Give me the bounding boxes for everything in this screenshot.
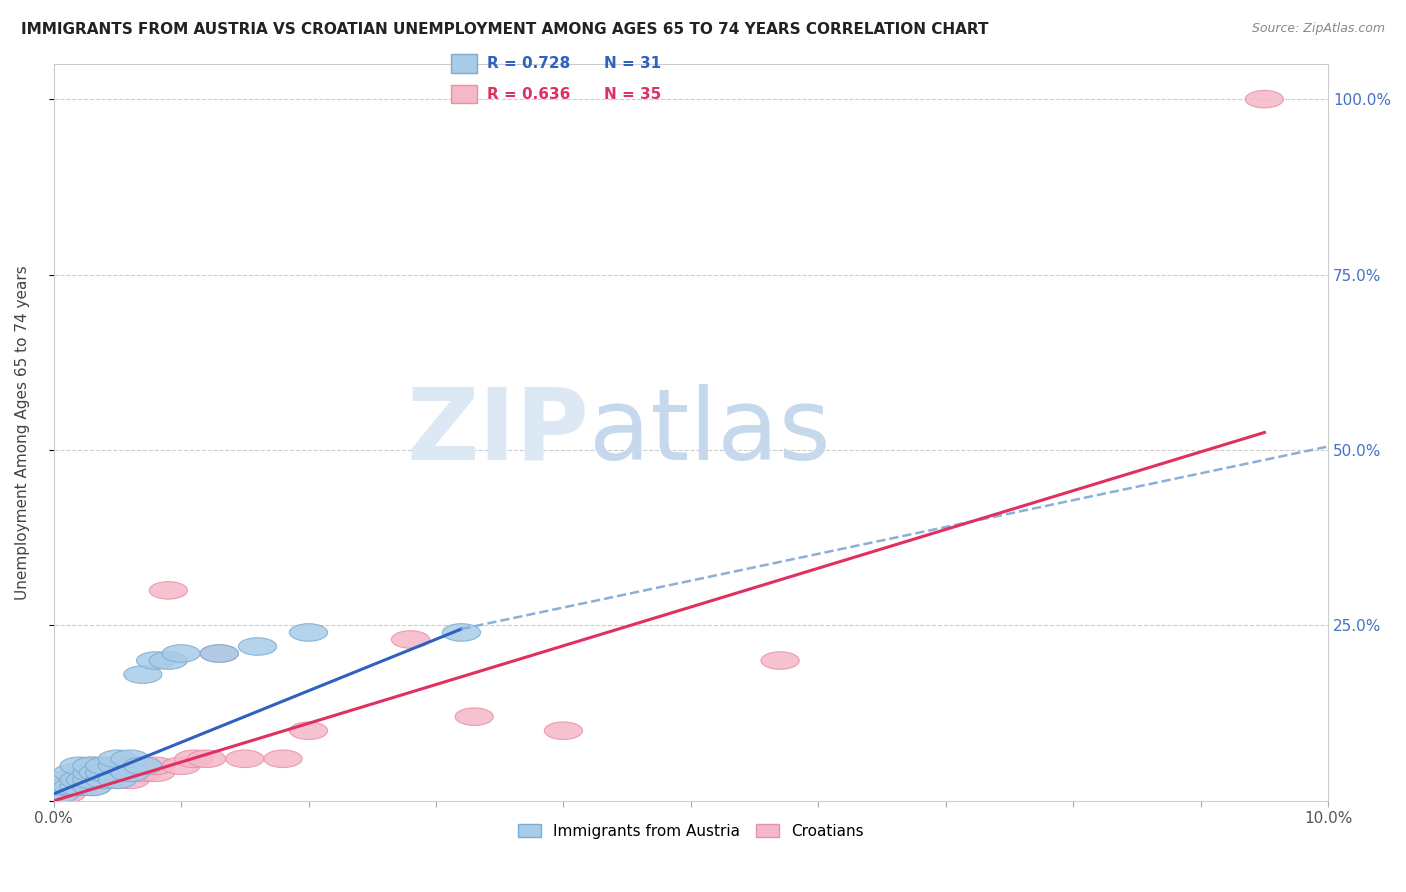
Ellipse shape xyxy=(162,645,200,662)
Ellipse shape xyxy=(73,764,111,781)
Ellipse shape xyxy=(162,757,200,774)
Ellipse shape xyxy=(124,757,162,774)
Bar xyxy=(451,54,477,73)
Ellipse shape xyxy=(86,764,124,781)
Ellipse shape xyxy=(60,764,98,781)
Text: N = 31: N = 31 xyxy=(605,56,661,70)
Y-axis label: Unemployment Among Ages 65 to 74 years: Unemployment Among Ages 65 to 74 years xyxy=(15,265,30,599)
Text: IMMIGRANTS FROM AUSTRIA VS CROATIAN UNEMPLOYMENT AMONG AGES 65 TO 74 YEARS CORRE: IMMIGRANTS FROM AUSTRIA VS CROATIAN UNEM… xyxy=(21,22,988,37)
Ellipse shape xyxy=(73,771,111,789)
Ellipse shape xyxy=(111,764,149,781)
Ellipse shape xyxy=(149,652,187,669)
Ellipse shape xyxy=(290,624,328,641)
Ellipse shape xyxy=(73,764,111,781)
Bar xyxy=(451,85,477,103)
Text: R = 0.636: R = 0.636 xyxy=(486,87,571,102)
Ellipse shape xyxy=(79,764,117,781)
Ellipse shape xyxy=(86,757,124,774)
Ellipse shape xyxy=(73,778,111,796)
Ellipse shape xyxy=(86,757,124,774)
Ellipse shape xyxy=(239,638,277,656)
Ellipse shape xyxy=(98,771,136,789)
Ellipse shape xyxy=(187,750,226,767)
Ellipse shape xyxy=(86,771,124,789)
Text: atlas: atlas xyxy=(589,384,831,481)
Text: Source: ZipAtlas.com: Source: ZipAtlas.com xyxy=(1251,22,1385,36)
Ellipse shape xyxy=(136,652,174,669)
Ellipse shape xyxy=(149,582,187,599)
Text: N = 35: N = 35 xyxy=(605,87,661,102)
Ellipse shape xyxy=(456,708,494,725)
Ellipse shape xyxy=(200,645,239,662)
Ellipse shape xyxy=(111,771,149,789)
Ellipse shape xyxy=(136,757,174,774)
Ellipse shape xyxy=(66,771,104,789)
Ellipse shape xyxy=(73,757,111,774)
Ellipse shape xyxy=(73,771,111,789)
Ellipse shape xyxy=(86,771,124,789)
Ellipse shape xyxy=(48,785,86,803)
Ellipse shape xyxy=(124,764,162,781)
Ellipse shape xyxy=(98,764,136,781)
Ellipse shape xyxy=(41,785,79,803)
Ellipse shape xyxy=(73,778,111,796)
Ellipse shape xyxy=(60,778,98,796)
Ellipse shape xyxy=(200,645,239,662)
Ellipse shape xyxy=(136,764,174,781)
Ellipse shape xyxy=(1246,90,1284,108)
Text: ZIP: ZIP xyxy=(406,384,589,481)
Ellipse shape xyxy=(48,778,86,796)
Ellipse shape xyxy=(443,624,481,641)
Ellipse shape xyxy=(290,722,328,739)
Ellipse shape xyxy=(86,764,124,781)
Ellipse shape xyxy=(60,778,98,796)
Ellipse shape xyxy=(761,652,799,669)
Ellipse shape xyxy=(544,722,582,739)
Ellipse shape xyxy=(41,785,79,803)
Ellipse shape xyxy=(391,631,430,648)
Ellipse shape xyxy=(48,778,86,796)
Ellipse shape xyxy=(60,757,98,774)
Ellipse shape xyxy=(48,771,86,789)
Ellipse shape xyxy=(53,764,91,781)
Ellipse shape xyxy=(264,750,302,767)
Ellipse shape xyxy=(226,750,264,767)
Ellipse shape xyxy=(60,771,98,789)
Ellipse shape xyxy=(124,665,162,683)
Ellipse shape xyxy=(98,750,136,767)
Ellipse shape xyxy=(124,757,162,774)
Ellipse shape xyxy=(98,771,136,789)
Text: R = 0.728: R = 0.728 xyxy=(486,56,571,70)
Ellipse shape xyxy=(174,750,212,767)
Ellipse shape xyxy=(53,778,91,796)
Ellipse shape xyxy=(60,771,98,789)
Ellipse shape xyxy=(111,750,149,767)
Ellipse shape xyxy=(98,757,136,774)
Ellipse shape xyxy=(53,778,91,796)
Legend: Immigrants from Austria, Croatians: Immigrants from Austria, Croatians xyxy=(512,818,869,845)
Ellipse shape xyxy=(73,757,111,774)
Ellipse shape xyxy=(111,757,149,774)
